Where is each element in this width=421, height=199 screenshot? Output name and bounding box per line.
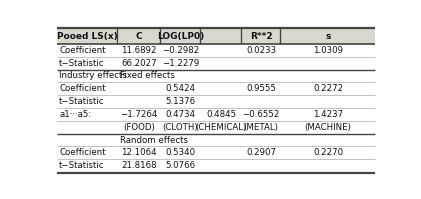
Text: t−Statistic: t−Statistic xyxy=(59,59,105,68)
Text: Coefficient: Coefficient xyxy=(59,84,106,93)
Text: R**2: R**2 xyxy=(250,31,272,41)
Text: −0.6552: −0.6552 xyxy=(242,110,280,119)
Text: 1.4237: 1.4237 xyxy=(313,110,343,119)
Text: 0.2907: 0.2907 xyxy=(246,148,276,157)
Text: 0.4845: 0.4845 xyxy=(206,110,236,119)
Text: 0.0233: 0.0233 xyxy=(246,46,276,55)
Text: 21.8168: 21.8168 xyxy=(121,161,157,170)
Text: Coefficient: Coefficient xyxy=(59,148,106,157)
Text: 66.2027: 66.2027 xyxy=(121,59,157,68)
Text: (FOOD): (FOOD) xyxy=(123,123,155,132)
Text: t−Statistic: t−Statistic xyxy=(59,161,105,170)
Text: −0.2982: −0.2982 xyxy=(162,46,199,55)
Text: (CLOTH): (CLOTH) xyxy=(163,123,198,132)
Text: LOG(LP0): LOG(LP0) xyxy=(157,31,204,41)
Text: 12.1064: 12.1064 xyxy=(121,148,157,157)
Bar xyxy=(56,28,375,44)
Text: Random effects: Random effects xyxy=(120,136,187,145)
Text: 1.0309: 1.0309 xyxy=(313,46,343,55)
Text: (MACHINE): (MACHINE) xyxy=(304,123,352,132)
Text: Fixed effects: Fixed effects xyxy=(120,71,174,80)
Text: 0.4734: 0.4734 xyxy=(165,110,195,119)
Text: C: C xyxy=(136,31,142,41)
Text: 0.5424: 0.5424 xyxy=(165,84,195,93)
Text: Pooed LS(x): Pooed LS(x) xyxy=(56,31,117,41)
Text: 5.1376: 5.1376 xyxy=(165,97,195,106)
Text: 11.6892: 11.6892 xyxy=(121,46,157,55)
Text: −1.7264: −1.7264 xyxy=(120,110,157,119)
Text: 5.0766: 5.0766 xyxy=(165,161,195,170)
Text: 0.5340: 0.5340 xyxy=(165,148,195,157)
Text: −1.2279: −1.2279 xyxy=(162,59,199,68)
Text: 0.2270: 0.2270 xyxy=(313,148,343,157)
Text: (CHEMICAL): (CHEMICAL) xyxy=(195,123,247,132)
Text: Coefficient: Coefficient xyxy=(59,46,106,55)
Text: a1···a5:: a1···a5: xyxy=(59,110,91,119)
Text: Industry effects: Industry effects xyxy=(59,71,127,80)
Text: (METAL): (METAL) xyxy=(244,123,279,132)
Text: 0.9555: 0.9555 xyxy=(246,84,276,93)
Text: 0.2272: 0.2272 xyxy=(313,84,343,93)
Text: s: s xyxy=(325,31,330,41)
Text: t−Statistic: t−Statistic xyxy=(59,97,105,106)
